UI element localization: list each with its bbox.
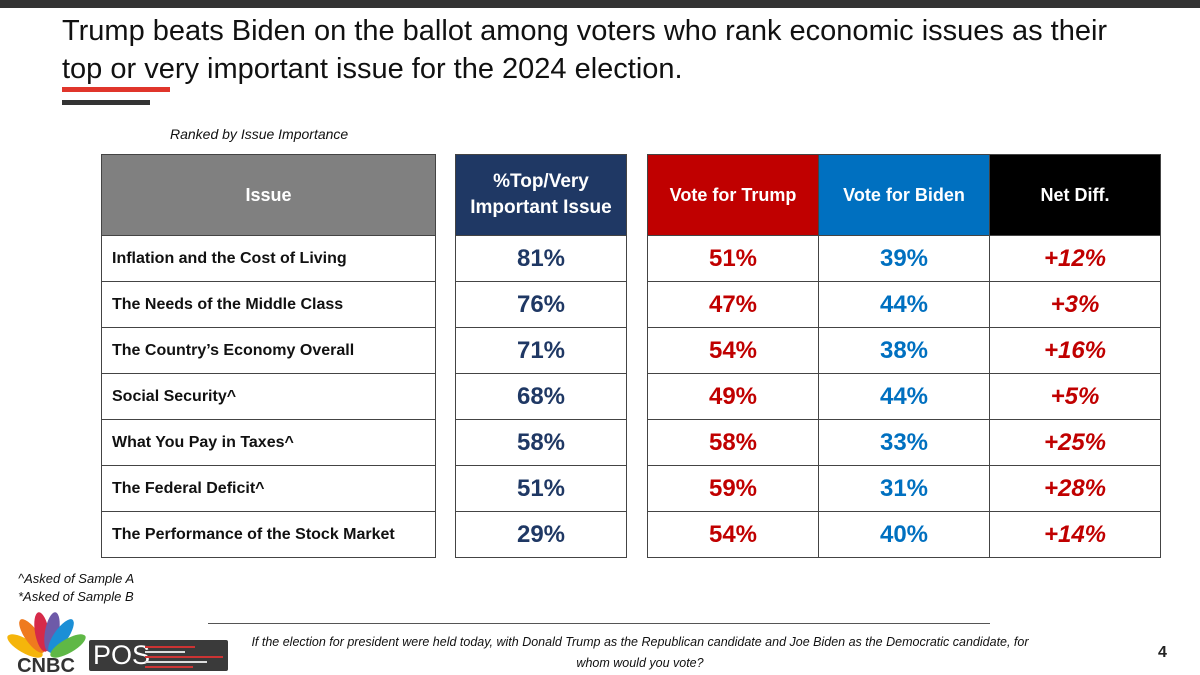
table-row: 81% <box>455 235 627 282</box>
biden-value: 39% <box>818 235 990 282</box>
slide-title: Trump beats Biden on the ballot among vo… <box>62 12 1200 88</box>
subtitle: Ranked by Issue Importance <box>170 126 349 142</box>
biden-value: 38% <box>818 327 990 374</box>
table-row: 51% 39% +12% <box>647 235 1161 282</box>
biden-value: 44% <box>818 373 990 420</box>
issue-cell: The Performance of the Stock Market <box>101 511 436 558</box>
importance-table: %Top/Very Important Issue 81% 76% 71% 68% 58… <box>455 154 627 558</box>
table-row: 71% <box>455 327 627 374</box>
svg-text:CNBC: CNBC <box>17 655 75 674</box>
table-row: Social Security^ <box>101 373 436 420</box>
header-importance: %Top/Very Important Issue <box>455 154 627 236</box>
title-underline-dark <box>62 100 150 105</box>
issue-cell: What You Pay in Taxes^ <box>101 419 436 466</box>
table-row: 59% 31% +28% <box>647 465 1161 512</box>
biden-value: 31% <box>818 465 990 512</box>
net-diff-value: +14% <box>989 511 1161 558</box>
biden-value: 40% <box>818 511 990 558</box>
header-trump: Vote for Trump <box>647 154 819 236</box>
biden-value: 44% <box>818 281 990 328</box>
trump-value: 51% <box>647 235 819 282</box>
table-row: The Country’s Economy Overall <box>101 327 436 374</box>
table-row: 54% 38% +16% <box>647 327 1161 374</box>
footnotes: ^Asked of Sample A *Asked of Sample B <box>18 570 134 606</box>
question-text: If the election for president were held … <box>251 635 1029 670</box>
table-row: The Performance of the Stock Market <box>101 511 436 558</box>
importance-value: 81% <box>455 235 627 282</box>
table-row: Inflation and the Cost of Living <box>101 235 436 282</box>
cnbc-logo: CNBC <box>7 612 86 674</box>
note-sample-b: *Asked of Sample B <box>18 589 134 604</box>
trump-value: 54% <box>647 511 819 558</box>
header-issue: Issue <box>101 154 436 236</box>
net-diff-value: +16% <box>989 327 1161 374</box>
table-row: 51% <box>455 465 627 512</box>
vote-table: Vote for Trump Vote for Biden Net Diff. … <box>647 154 1161 558</box>
net-diff-value: +5% <box>989 373 1161 420</box>
trump-value: 49% <box>647 373 819 420</box>
table-row: 68% <box>455 373 627 420</box>
table-row: What You Pay in Taxes^ <box>101 419 436 466</box>
trump-value: 58% <box>647 419 819 466</box>
issue-cell: Inflation and the Cost of Living <box>101 235 436 282</box>
pos-logo-text: POS <box>93 640 151 670</box>
importance-value: 51% <box>455 465 627 512</box>
issue-cell: Social Security^ <box>101 373 436 420</box>
table-row: 29% <box>455 511 627 558</box>
importance-value: 68% <box>455 373 627 420</box>
net-diff-value: +28% <box>989 465 1161 512</box>
footer-divider <box>208 623 990 624</box>
note-sample-a: ^Asked of Sample A <box>18 571 135 586</box>
issue-cell: The Country’s Economy Overall <box>101 327 436 374</box>
table-row: 58% <box>455 419 627 466</box>
biden-value: 33% <box>818 419 990 466</box>
net-diff-value: +12% <box>989 235 1161 282</box>
net-diff-value: +3% <box>989 281 1161 328</box>
table-row: The Needs of the Middle Class <box>101 281 436 328</box>
title-underline-red <box>62 87 170 92</box>
trump-value: 47% <box>647 281 819 328</box>
title-line-2: top or very important issue for the 2024… <box>62 53 683 85</box>
issue-table: Issue Inflation and the Cost of Living Th… <box>101 154 436 558</box>
title-line-1: Trump beats Biden on the ballot among vo… <box>62 15 1108 47</box>
trump-value: 54% <box>647 327 819 374</box>
importance-value: 58% <box>455 419 627 466</box>
trump-value: 59% <box>647 465 819 512</box>
pos-logo: POS <box>89 640 228 671</box>
header-biden: Vote for Biden <box>818 154 990 236</box>
table-row: 49% 44% +5% <box>647 373 1161 420</box>
importance-value: 71% <box>455 327 627 374</box>
importance-value: 29% <box>455 511 627 558</box>
issue-cell: The Needs of the Middle Class <box>101 281 436 328</box>
top-bar <box>0 0 1200 8</box>
table-row: 58% 33% +25% <box>647 419 1161 466</box>
net-diff-value: +25% <box>989 419 1161 466</box>
table-row: 54% 40% +14% <box>647 511 1161 558</box>
table-row: 47% 44% +3% <box>647 281 1161 328</box>
header-net-diff: Net Diff. <box>989 154 1161 236</box>
importance-value: 76% <box>455 281 627 328</box>
issue-cell: The Federal Deficit^ <box>101 465 436 512</box>
table-row: The Federal Deficit^ <box>101 465 436 512</box>
page-number: 4 <box>1158 644 1167 661</box>
table-row: 76% <box>455 281 627 328</box>
